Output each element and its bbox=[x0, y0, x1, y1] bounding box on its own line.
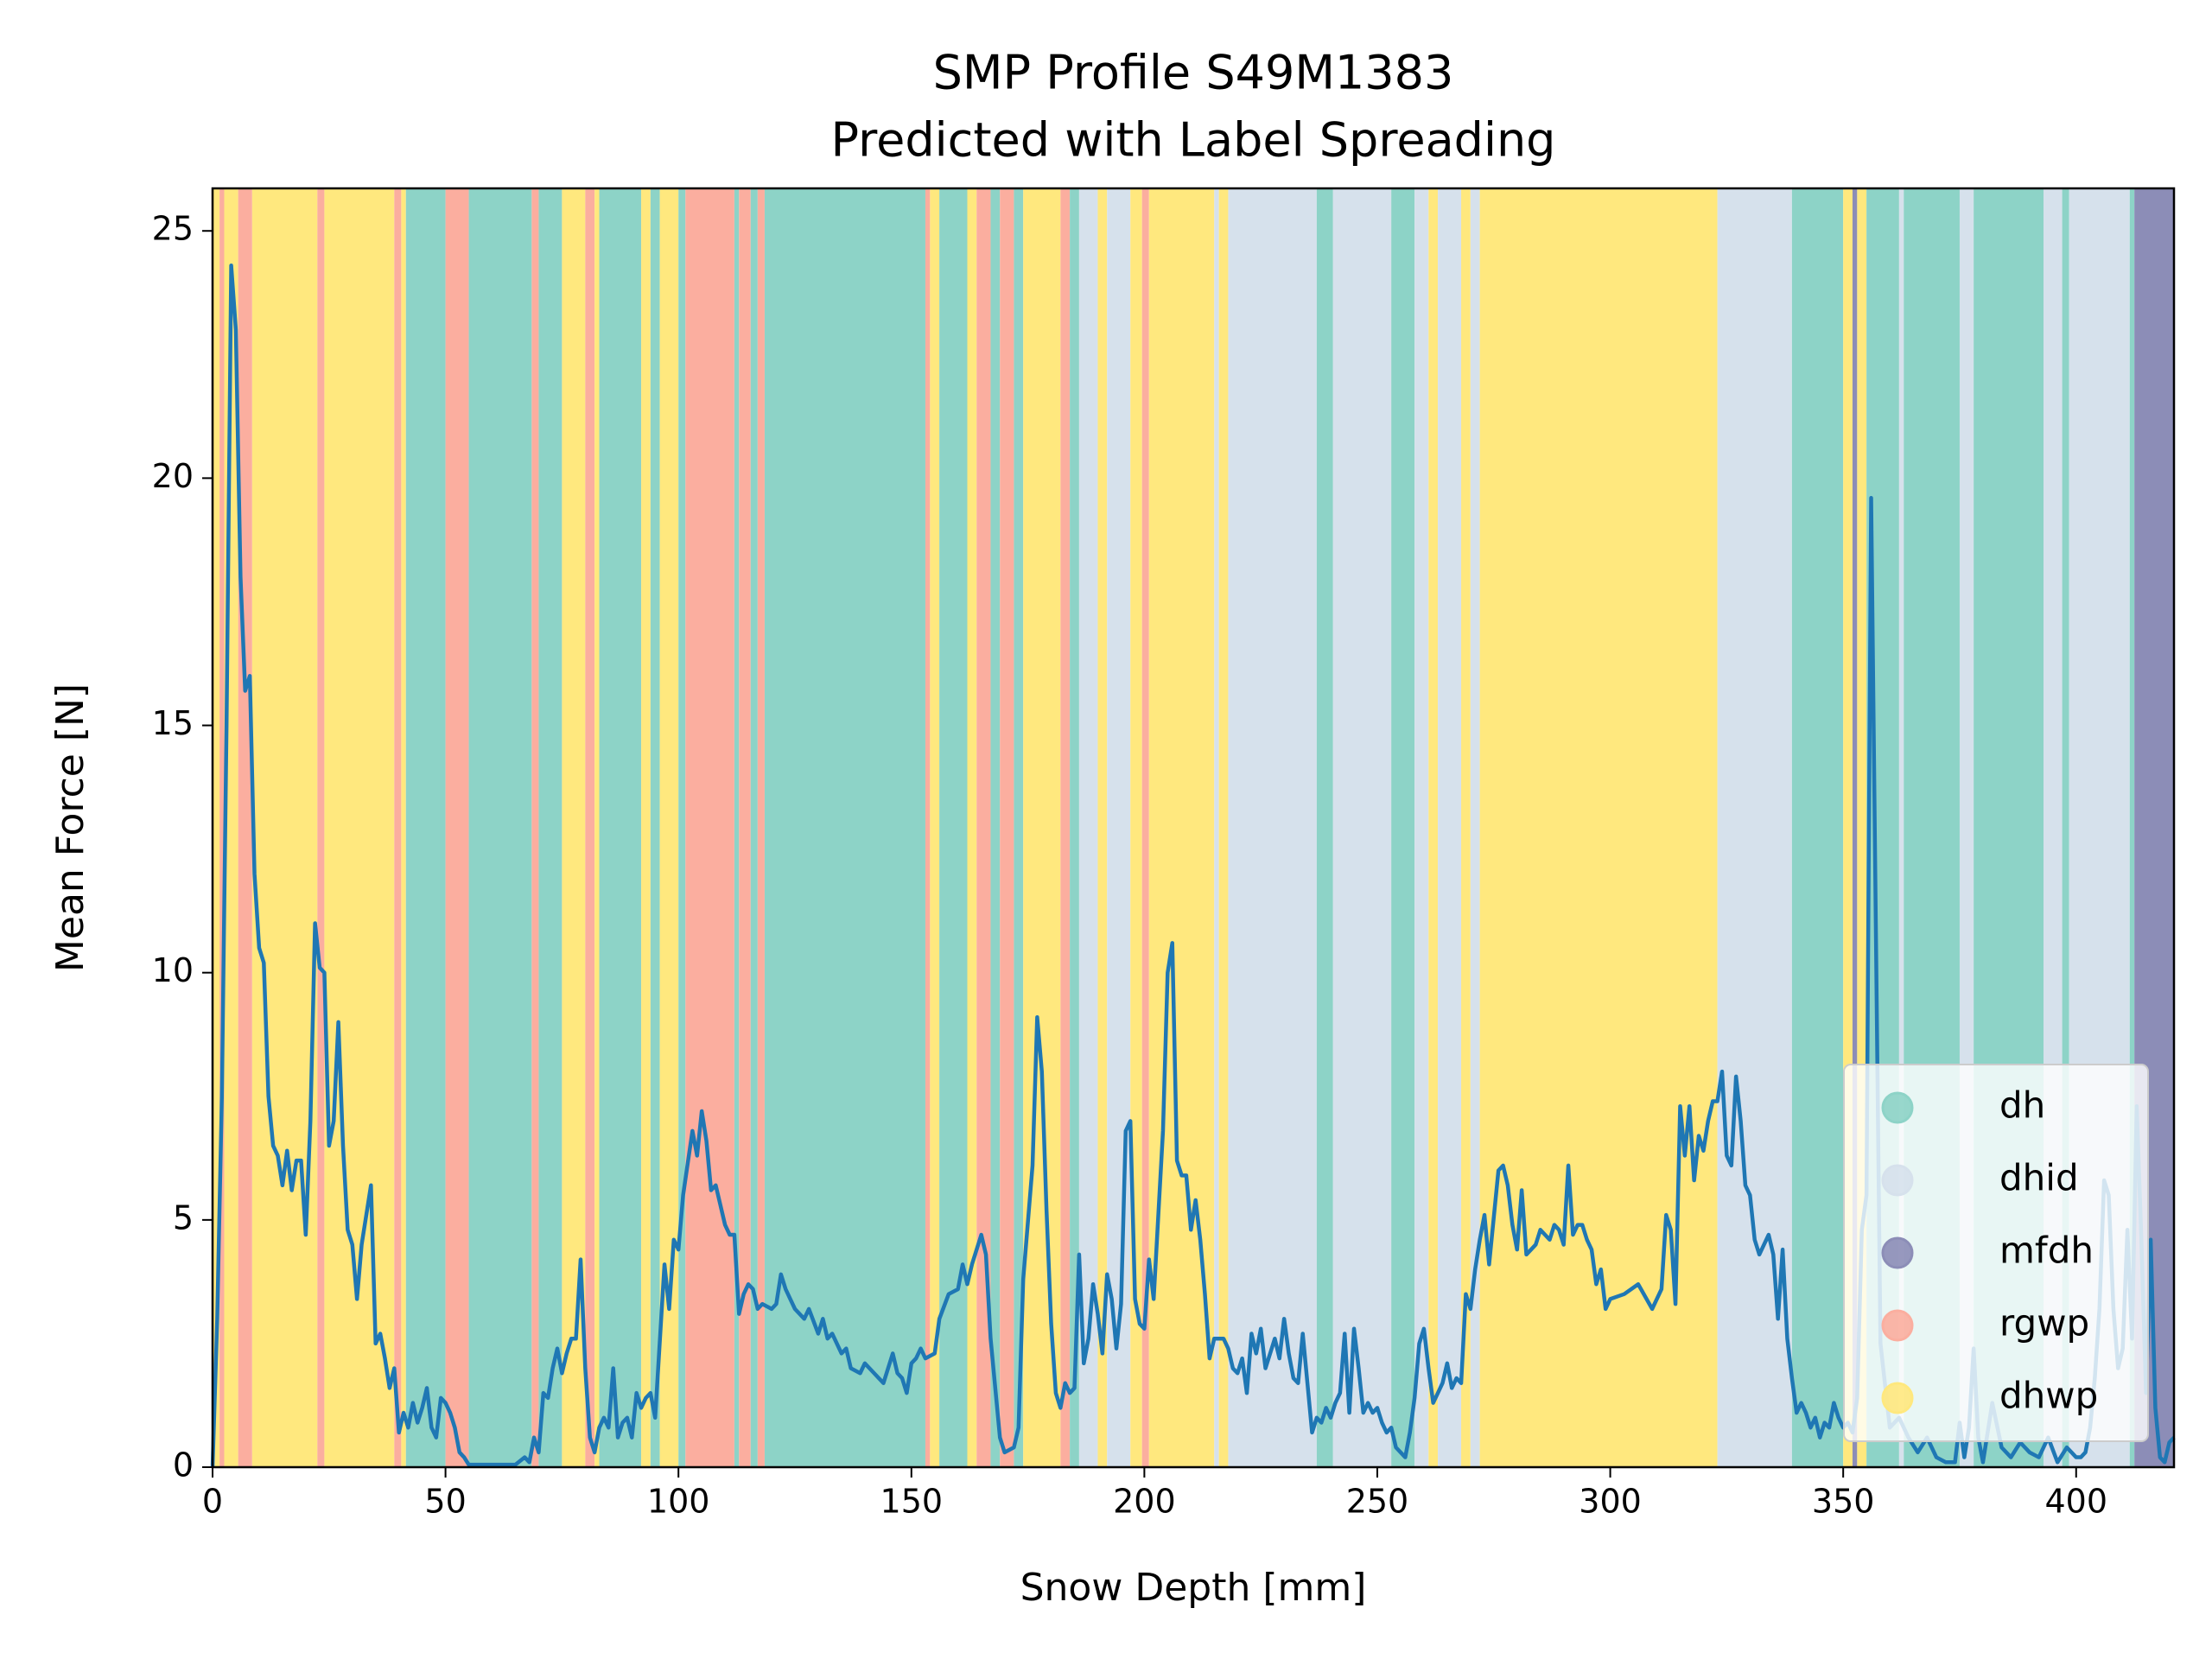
class-band bbox=[445, 188, 469, 1467]
y-tick-label: 10 bbox=[152, 951, 194, 989]
class-band bbox=[967, 188, 977, 1467]
class-band bbox=[1078, 188, 1098, 1467]
class-band bbox=[1438, 188, 1462, 1467]
legend-box bbox=[1843, 1064, 2149, 1442]
x-tick-label: 350 bbox=[1812, 1483, 1875, 1521]
legend-label: dhid bbox=[1999, 1157, 2079, 1199]
class-band bbox=[1014, 188, 1024, 1467]
class-band bbox=[1000, 188, 1014, 1467]
x-tick-label: 150 bbox=[880, 1483, 944, 1521]
class-band bbox=[1023, 188, 1061, 1467]
class-band bbox=[1843, 188, 1853, 1467]
class-band bbox=[394, 188, 402, 1467]
class-band bbox=[599, 188, 642, 1467]
x-tick-label: 400 bbox=[2045, 1483, 2108, 1521]
y-tick-label: 0 bbox=[173, 1446, 194, 1484]
class-band bbox=[1060, 188, 1071, 1467]
class-band bbox=[1470, 188, 1480, 1467]
class-band bbox=[213, 188, 220, 1467]
class-band bbox=[678, 188, 686, 1467]
class-band bbox=[1791, 188, 1844, 1467]
y-tick-label: 15 bbox=[152, 704, 194, 742]
x-tick-label: 250 bbox=[1346, 1483, 1409, 1521]
legend-marker bbox=[1881, 1236, 1914, 1269]
class-band bbox=[1852, 188, 1858, 1467]
x-tick-label: 300 bbox=[1579, 1483, 1642, 1521]
class-band bbox=[641, 188, 651, 1467]
class-band bbox=[764, 188, 925, 1467]
y-axis-label: Mean Force [N] bbox=[48, 683, 92, 972]
x-tick-label: 0 bbox=[202, 1483, 223, 1521]
class-band bbox=[317, 188, 325, 1467]
class-band bbox=[1414, 188, 1429, 1467]
x-axis-label: Snow Depth [mm] bbox=[1020, 1566, 1367, 1610]
class-band bbox=[219, 188, 225, 1467]
legend-label: mfdh bbox=[1999, 1230, 2094, 1272]
class-band bbox=[405, 188, 446, 1467]
chart-subtitle: Predicted with Label Spreading bbox=[831, 113, 1556, 168]
class-band bbox=[401, 188, 406, 1467]
class-band bbox=[930, 188, 940, 1467]
force-line bbox=[210, 264, 2176, 1468]
legend-label: dhwp bbox=[1999, 1375, 2098, 1417]
axes-frame bbox=[211, 187, 2176, 1469]
y-tick-label: 5 bbox=[173, 1198, 194, 1236]
class-band bbox=[925, 188, 931, 1467]
class-band bbox=[1332, 188, 1392, 1467]
class-band bbox=[650, 188, 660, 1467]
class-band bbox=[1391, 188, 1415, 1467]
legend-marker bbox=[1881, 1164, 1914, 1197]
chart-title: SMP Profile S49M1383 bbox=[933, 46, 1454, 100]
class-band bbox=[659, 188, 679, 1467]
legend-marker bbox=[1881, 1382, 1914, 1414]
class-band bbox=[939, 188, 968, 1467]
class-band bbox=[750, 188, 758, 1467]
class-band bbox=[739, 188, 751, 1467]
legend-label: rgwp bbox=[1999, 1302, 2089, 1344]
class-band bbox=[562, 188, 586, 1467]
class-band bbox=[585, 188, 595, 1467]
class-band bbox=[1228, 188, 1317, 1467]
class-band bbox=[685, 188, 734, 1467]
class-band bbox=[1130, 188, 1142, 1467]
class-band bbox=[2129, 188, 2135, 1467]
class-band bbox=[594, 188, 600, 1467]
class-band bbox=[1218, 188, 1229, 1467]
class-band bbox=[1107, 188, 1131, 1467]
class-band bbox=[1097, 188, 1108, 1467]
class-band bbox=[1141, 188, 1149, 1467]
class-band bbox=[2062, 188, 2069, 1467]
class-band bbox=[1214, 188, 1219, 1467]
class-band bbox=[1717, 188, 1792, 1467]
legend-label: dh bbox=[1999, 1084, 2045, 1127]
class-band bbox=[1898, 188, 1904, 1467]
class-band bbox=[531, 188, 539, 1467]
class-band bbox=[734, 188, 740, 1467]
legend-marker bbox=[1881, 1309, 1914, 1342]
x-tick-label: 100 bbox=[647, 1483, 710, 1521]
class-band bbox=[1461, 188, 1471, 1467]
class-band bbox=[1070, 188, 1079, 1467]
class-band bbox=[1428, 188, 1439, 1467]
y-tick-label: 20 bbox=[152, 457, 194, 495]
class-band bbox=[990, 188, 1001, 1467]
class-band bbox=[468, 188, 532, 1467]
y-tick-label: 25 bbox=[152, 210, 194, 248]
x-tick-label: 200 bbox=[1113, 1483, 1176, 1521]
class-band bbox=[757, 188, 765, 1467]
class-band bbox=[238, 188, 252, 1467]
class-band bbox=[251, 188, 318, 1467]
x-tick-label: 50 bbox=[424, 1483, 466, 1521]
class-band bbox=[976, 188, 991, 1467]
legend-marker bbox=[1881, 1091, 1914, 1124]
bands bbox=[213, 188, 2174, 1467]
class-band bbox=[1857, 188, 1867, 1467]
class-band bbox=[1316, 188, 1333, 1467]
class-band bbox=[538, 188, 563, 1467]
